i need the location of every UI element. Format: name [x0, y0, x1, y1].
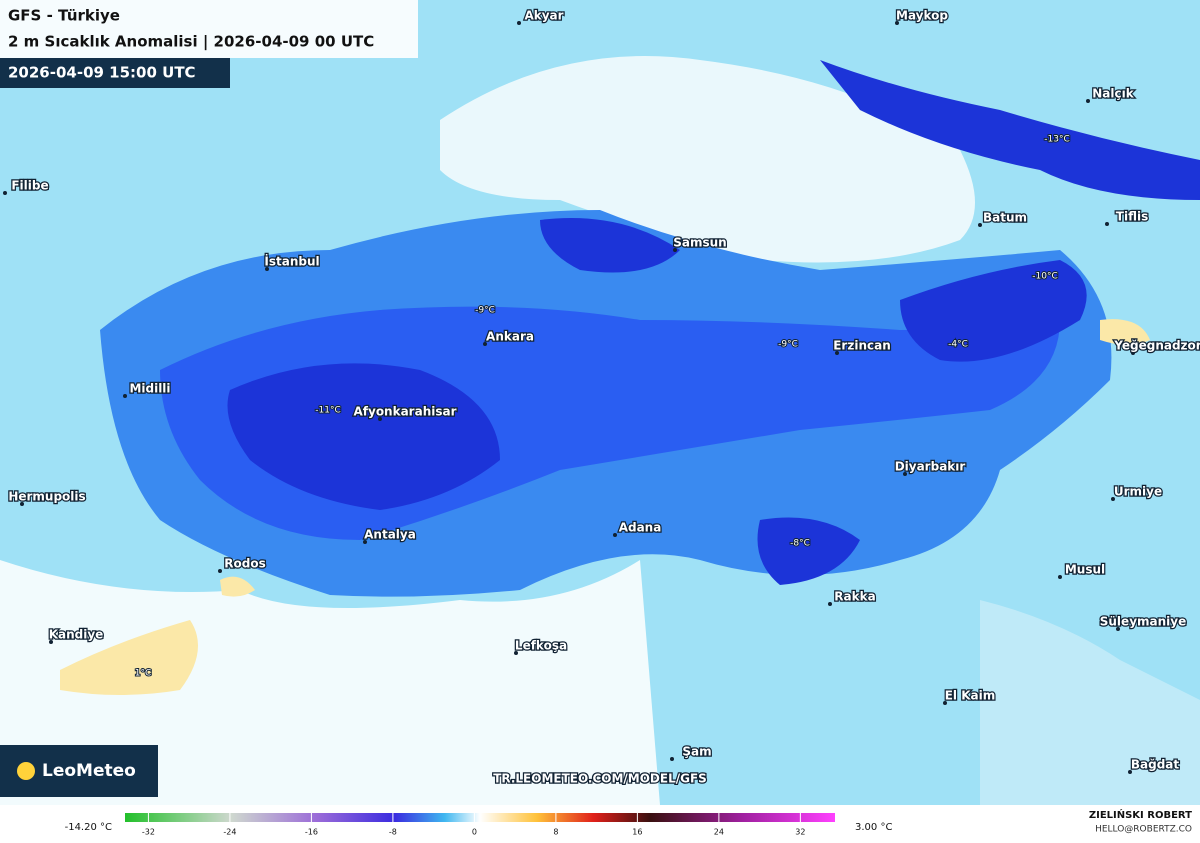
colorbar-tick-label: -32	[142, 828, 155, 837]
city-label: Rodos	[224, 557, 265, 571]
colorbar-tick-label: -8	[389, 828, 397, 837]
city-label: Midilli	[129, 382, 170, 396]
temperature-label: -9°C	[778, 340, 798, 350]
city-label: Hermupolis	[8, 490, 85, 504]
colorbar	[125, 813, 835, 822]
logo: LeoMeteo	[42, 761, 136, 781]
city-dot	[20, 502, 24, 506]
colorbar-tick-label: 16	[632, 828, 642, 837]
city-dot	[943, 701, 947, 705]
city-dot	[673, 248, 677, 252]
city-dot	[1131, 351, 1135, 355]
city-label: Erzincan	[833, 339, 891, 353]
city-dot	[514, 651, 518, 655]
colorbar-min: -14.20 °C	[65, 822, 112, 833]
temperature-label: -8°C	[790, 539, 810, 549]
city-dot	[903, 472, 907, 476]
title: GFS - Türkiye	[8, 7, 120, 25]
temperature-label: -13°C	[1044, 135, 1069, 145]
temperature-label: -9°C	[475, 306, 495, 316]
city-label: Rakka	[834, 590, 875, 604]
city-label: Kandiye	[49, 628, 104, 642]
city-label: Şam	[682, 745, 711, 759]
temperature-labels: -13°C -10°C -9°C -9°C -4°C -11°C -8°C 1°C	[134, 134, 1071, 680]
city-dot	[978, 223, 982, 227]
city-dot	[1111, 497, 1115, 501]
logo-sun	[17, 762, 35, 780]
city-dot	[218, 569, 222, 573]
city-label: Diyarbakır	[895, 460, 966, 474]
city-dot	[613, 533, 617, 537]
subtitle: 2 m Sıcaklık Anomalisi | 2026-04-09 00 U…	[8, 33, 374, 52]
colorbar-max: 3.00 °C	[855, 822, 892, 833]
time-box	[0, 58, 230, 88]
city-dot	[1128, 770, 1132, 774]
map-background	[0, 0, 1200, 805]
city-label: Batum	[983, 211, 1027, 225]
city-label: El Kaim	[945, 689, 996, 703]
city-dot	[1116, 627, 1120, 631]
colorbar-ticks: -32 -24 -16 -8 0 8 16 24 32	[142, 813, 805, 837]
city-dot	[1105, 222, 1109, 226]
city-dot	[828, 602, 832, 606]
city-dot	[835, 351, 839, 355]
city-label: Urmiye	[1114, 485, 1162, 499]
city-label: Maykop	[896, 9, 948, 23]
colorbar-tick-label: 0	[472, 828, 477, 837]
city-dot	[3, 191, 7, 195]
temperature-label: 1°C	[135, 669, 152, 679]
city-dot	[49, 640, 53, 644]
city-label: Lefkoşa	[515, 639, 567, 653]
temperature-label: -4°C	[948, 340, 968, 350]
city-label: Tiflis	[1116, 210, 1148, 224]
watermark: TR.LEOMETEO.COM/MODEL/GFS	[493, 772, 707, 786]
city-dot	[265, 267, 269, 271]
city-labels: Akyar Maykop Nalçık Filibe Batum Tiflis Samsun…	[3, 7, 1200, 774]
temperature-label: -10°C	[1032, 272, 1057, 282]
colorbar-tick-label: -24	[223, 828, 236, 837]
city-label: Bağdat	[1131, 758, 1180, 772]
colorbar-tick-label: 32	[795, 828, 805, 837]
city-label: Antalya	[364, 528, 416, 542]
valid-time: 2026-04-09 15:00 UTC	[8, 64, 196, 82]
city-dot	[670, 757, 674, 761]
colorbar-tick-label: 24	[714, 828, 724, 837]
city-dot	[1086, 99, 1090, 103]
city-label: Yeğegnadzor	[1113, 339, 1200, 353]
city-label: Afyonkarahisar	[353, 405, 456, 419]
city-dot	[517, 21, 521, 25]
city-label: Filibe	[11, 179, 48, 193]
city-label: Adana	[619, 521, 662, 535]
credit-name: ZIELIŃSKI ROBERT	[1089, 808, 1192, 821]
city-label: İstanbul	[264, 254, 319, 269]
city-dot	[123, 394, 127, 398]
credit-email: HELLO@ROBERTZ.CO	[1095, 825, 1192, 835]
colorbar-tick-label: -16	[305, 828, 318, 837]
city-label: Ankara	[486, 330, 534, 344]
city-label: Nalçık	[1092, 87, 1134, 101]
city-dot	[363, 540, 367, 544]
title-box	[0, 0, 418, 58]
city-label: Süleymaniye	[1100, 615, 1186, 629]
city-dot	[895, 21, 899, 25]
city-label: Samsun	[673, 236, 726, 250]
city-dot	[1058, 575, 1062, 579]
city-dot	[483, 342, 487, 346]
colorbar-tick-label: 8	[553, 828, 558, 837]
city-dot	[378, 417, 382, 421]
temperature-label: -11°C	[315, 406, 340, 416]
city-label: Akyar	[524, 9, 563, 23]
city-label: Musul	[1065, 563, 1105, 577]
